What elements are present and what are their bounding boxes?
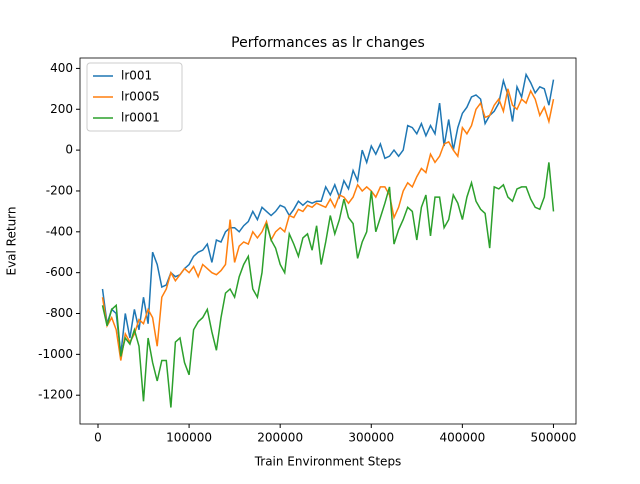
x-tick-label: 500000 bbox=[531, 431, 577, 445]
x-tick-label: 0 bbox=[94, 431, 102, 445]
plot-frame bbox=[79, 57, 577, 425]
legend-label: lr0001 bbox=[121, 111, 160, 125]
legend-label: lr0005 bbox=[121, 90, 160, 104]
series-line bbox=[101, 162, 555, 408]
x-axis-label: Train Environment Steps bbox=[254, 455, 402, 469]
chart-title: Performances as lr changes bbox=[231, 35, 425, 51]
y-tick-label: -1200 bbox=[38, 388, 73, 402]
y-axis-label: Eval Return bbox=[5, 206, 19, 275]
y-tick-label: 200 bbox=[50, 102, 73, 116]
y-tick-label: 0 bbox=[65, 143, 73, 157]
y-tick-label: -600 bbox=[46, 265, 73, 279]
series-line bbox=[101, 72, 555, 355]
y-tick-label: -800 bbox=[46, 306, 73, 320]
y-tick-label: 400 bbox=[50, 61, 73, 75]
x-tick-label: 200000 bbox=[257, 431, 303, 445]
x-tick-label: 100000 bbox=[166, 431, 212, 445]
y-tick-label: -400 bbox=[46, 224, 73, 238]
y-tick-label: -1000 bbox=[38, 347, 73, 361]
legend-label: lr001 bbox=[121, 69, 152, 83]
x-tick-label: 400000 bbox=[439, 431, 485, 445]
y-tick-label: -200 bbox=[46, 183, 73, 197]
legend-box bbox=[86, 62, 183, 132]
series-line bbox=[101, 88, 555, 361]
x-tick-label: 300000 bbox=[348, 431, 394, 445]
